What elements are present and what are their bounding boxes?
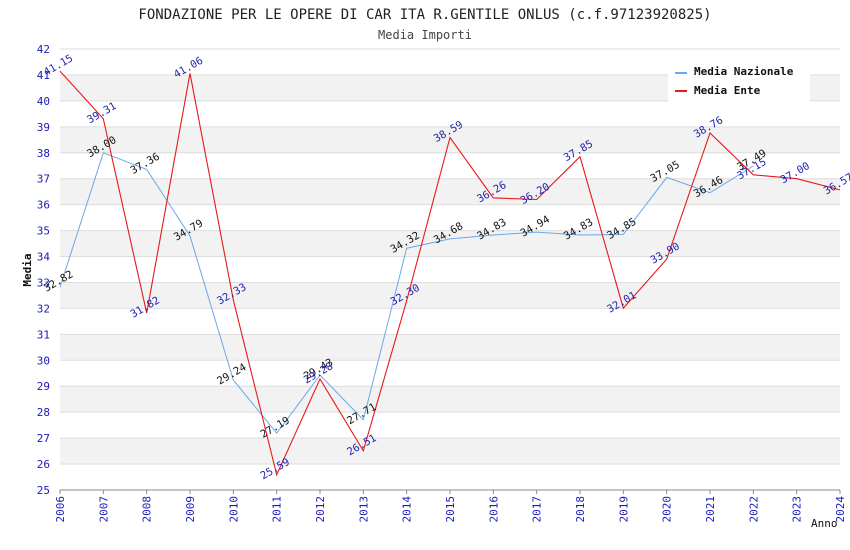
x-axis-label: Anno [811,517,838,530]
x-tick-label: 2023 [791,496,804,523]
y-tick-label: 37 [37,173,50,186]
y-tick-label: 25 [37,484,50,497]
plot-band [60,126,840,153]
data-label-media-nazionale: 37.36 [128,151,161,177]
chart-subtitle: Media Importi [378,28,472,42]
x-tick-label: 2012 [314,496,327,523]
x-tick-label: 2008 [141,496,154,523]
y-tick-label: 33 [37,276,50,289]
x-tick-label: 2019 [617,496,630,523]
plot-band [60,386,840,413]
x-tick-label: 2011 [271,496,284,523]
plot-bands [60,74,840,465]
data-label-media-nazionale: 27.19 [258,415,291,441]
series-data-labels: 32.8238.0037.3634.7929.2427.1929.4327.71… [42,52,850,482]
x-tick-label: 2016 [487,496,500,522]
legend-label-media-nazionale: Media Nazionale [694,65,794,78]
y-tick-label: 30 [37,354,50,367]
x-tick-label: 2015 [444,496,457,523]
y-tick-label: 35 [37,225,50,238]
y-tick-label: 34 [37,251,51,264]
x-axis-ticks: 2006 2007 2008 2009 2010 2011 2012 2013 2014 2015… [54,490,847,523]
y-tick-label: 39 [37,121,50,134]
legend: Media Nazionale Media Ente [668,60,810,102]
grid-lines [60,48,840,491]
x-tick-label: 2014 [401,496,414,523]
y-tick-label: 42 [37,43,50,56]
plot-band [60,334,840,361]
plot-band [60,178,840,205]
x-tick-label: 2006 [54,496,67,523]
plot-band [60,230,840,257]
y-tick-label: 36 [37,199,50,212]
y-tick-label: 27 [37,432,50,445]
x-tick-label: 2017 [531,496,544,523]
chart-title: FONDAZIONE PER LE OPERE DI CAR ITA R.GEN… [138,7,711,23]
series-line-media-nazionale [59,152,754,435]
y-tick-label: 31 [37,328,50,341]
x-tick-label: 2009 [184,496,197,523]
data-label-media-nazionale: 29.24 [215,361,248,387]
y-tick-label: 40 [37,95,50,108]
legend-box [668,60,810,102]
x-tick-label: 2010 [227,496,240,523]
x-tick-label: 2013 [357,496,370,523]
y-tick-label: 26 [37,458,50,471]
y-tick-label: 29 [37,380,50,393]
legend-label-media-ente: Media Ente [694,84,761,97]
y-tick-label: 41 [37,69,50,82]
series-lines [59,70,841,477]
x-tick-label: 2024 [834,496,847,523]
x-tick-label: 2018 [574,496,587,523]
y-axis-label: Media [21,253,34,286]
x-tick-label: 2020 [661,496,674,523]
x-tick-label: 2007 [97,496,110,523]
series-line-media-ente [59,70,841,477]
y-tick-label: 28 [37,406,50,419]
y-tick-label: 38 [37,147,50,160]
plot-band [60,282,840,309]
x-tick-label: 2022 [747,496,760,523]
y-tick-label: 32 [37,302,50,315]
y-axis-ticks: 25 26 27 28 29 30 31 32 33 34 35 36 37 38 39 40 41 42 [37,43,51,497]
x-tick-label: 2021 [704,496,717,523]
plot-band [60,438,840,465]
